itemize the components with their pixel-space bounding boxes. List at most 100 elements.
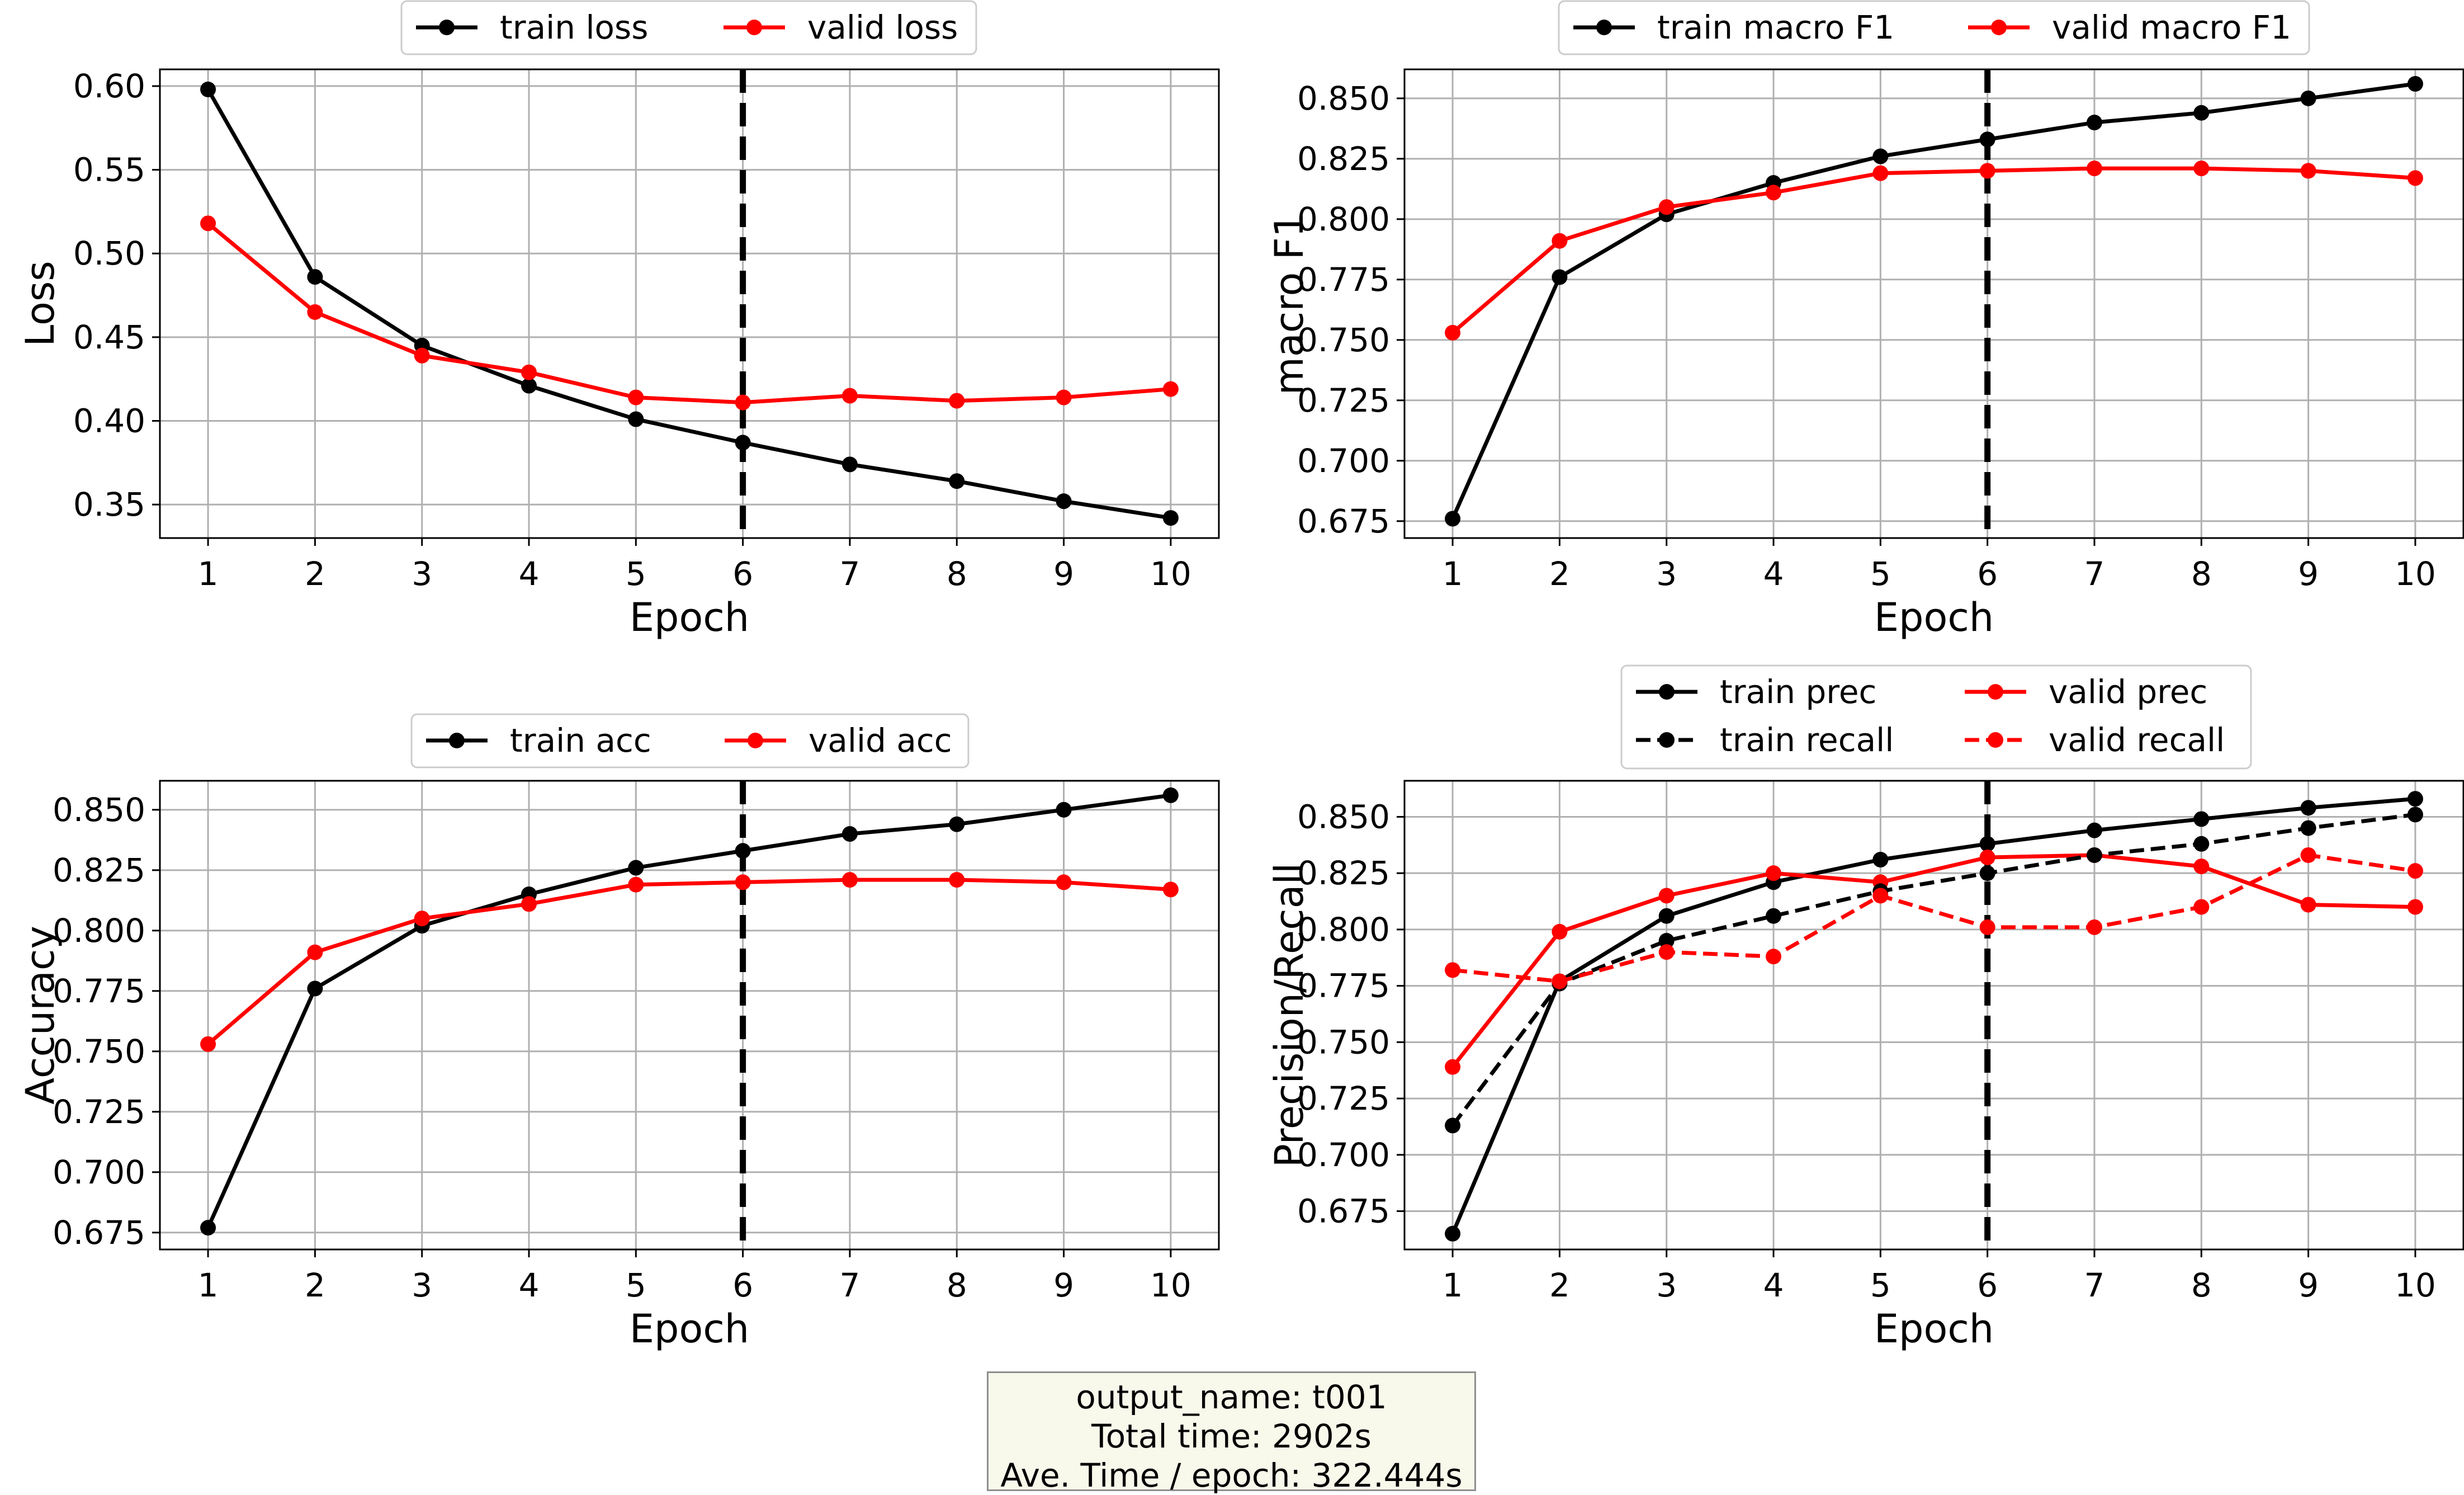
y-tick-label: 0.850 (1297, 79, 1390, 117)
data-point (1766, 185, 1782, 201)
data-point (735, 874, 751, 890)
x-axis-label: Epoch (1874, 1306, 1994, 1352)
y-tick-label: 0.700 (53, 1153, 145, 1191)
x-tick-label: 4 (519, 1266, 540, 1304)
data-point (1056, 389, 1072, 405)
data-point (1445, 511, 1461, 527)
data-point (1979, 919, 1995, 935)
y-tick-label: 0.850 (53, 791, 145, 829)
data-point (2193, 105, 2210, 121)
y-tick-label: 0.60 (73, 67, 145, 105)
data-point (1872, 165, 1889, 181)
data-point (521, 364, 537, 380)
data-point (1979, 836, 1995, 852)
data-point (2407, 807, 2423, 823)
info-output-name: output_name: t001 (1076, 1378, 1387, 1416)
x-tick-label: 6 (732, 555, 753, 593)
data-point (735, 435, 751, 451)
data-point (1162, 510, 1179, 526)
x-tick-label: 7 (840, 555, 860, 593)
data-point (414, 911, 430, 927)
data-point (1445, 962, 1461, 978)
data-point (521, 896, 537, 912)
x-tick-label: 5 (626, 1266, 646, 1304)
legend-swatch-marker (1596, 20, 1612, 35)
x-tick-label: 4 (1763, 555, 1784, 593)
data-point (1766, 908, 1782, 924)
legend-label: train recall (1720, 721, 1894, 759)
y-axis-label: macro F1 (1266, 213, 1312, 395)
y-tick-label: 0.55 (73, 151, 145, 189)
y-tick-label: 0.725 (53, 1093, 145, 1131)
data-point (414, 347, 430, 364)
data-point (2300, 800, 2316, 816)
legend-swatch-marker (1988, 684, 2003, 700)
series-line-4 (1452, 853, 2416, 984)
x-tick-label: 8 (2191, 555, 2212, 593)
x-axis-label: Epoch (630, 595, 749, 640)
series-line-1 (1450, 82, 2416, 520)
data-point (200, 81, 216, 97)
data-point (2300, 90, 2316, 106)
data-point (841, 872, 858, 888)
plot-frame (1403, 68, 2464, 539)
legend-swatch-marker (1991, 20, 2007, 35)
data-point (1552, 233, 1568, 249)
y-axis-label: Accuracy (17, 926, 63, 1105)
data-point (628, 389, 644, 405)
data-point (949, 393, 965, 409)
x-tick-label: 2 (1549, 555, 1570, 593)
y-tick-label: 0.675 (1297, 502, 1390, 540)
y-tick-label: 0.825 (1297, 140, 1390, 178)
series-line-2 (1451, 166, 2416, 334)
y-tick-label: 0.675 (1297, 1192, 1390, 1230)
legend-label: valid prec (2049, 673, 2207, 711)
x-axis-label: Epoch (630, 1306, 749, 1352)
data-point (2193, 859, 2210, 875)
y-tick-label: 0.825 (1297, 854, 1390, 892)
data-point (307, 944, 323, 960)
series-line-1 (206, 88, 1171, 520)
x-tick-label: 9 (1053, 1266, 1074, 1304)
x-tick-label: 2 (305, 555, 325, 593)
legend-box (1620, 664, 2252, 770)
legend-label: train loss (500, 8, 648, 46)
info-total-time: Total time: 2902s (1091, 1417, 1371, 1455)
x-tick-label: 1 (198, 1266, 219, 1304)
data-point (2407, 76, 2423, 92)
x-tick-label: 5 (626, 555, 646, 593)
data-point (2193, 161, 2210, 177)
data-point (1658, 908, 1675, 924)
y-tick-label: 0.35 (73, 485, 145, 524)
data-point (1658, 933, 1675, 949)
x-tick-label: 6 (732, 1266, 753, 1304)
chart-panel-3: 1 2 3 4 5 6 7 8 9 10 0.675 0.700 0.725 0.750 0.775 0.80… (17, 713, 1220, 1352)
legend-label: valid acc (808, 721, 952, 760)
data-point (2193, 836, 2210, 852)
data-point (1162, 381, 1179, 397)
data-point (1658, 888, 1675, 904)
y-tick-label: 0.675 (53, 1214, 145, 1252)
legend-swatch-marker (449, 733, 465, 748)
series-line-2 (206, 878, 1171, 1046)
data-point (949, 816, 965, 832)
legend-swatch-marker (439, 20, 455, 35)
legend: train macro F1 valid macro F1 (1558, 0, 2310, 55)
x-tick-label: 1 (1443, 555, 1463, 593)
x-tick-label: 8 (947, 1266, 967, 1304)
data-point (1445, 1225, 1461, 1242)
chart-panel-4: 1 2 3 4 5 6 7 8 9 10 0.675 0.700 0.725 0.750 0.775 0.80… (1266, 664, 2464, 1352)
data-point (2086, 919, 2102, 935)
plot-frame (1403, 780, 2464, 1251)
data-point (841, 826, 858, 842)
legend-box (1558, 0, 2310, 55)
data-point (1445, 1117, 1461, 1134)
plot-frame (159, 68, 1220, 539)
series-line-1 (1450, 796, 2416, 1235)
x-tick-label: 5 (1870, 1266, 1891, 1304)
data-point (2086, 822, 2102, 838)
legend-swatch-marker (1988, 732, 2003, 748)
legend-swatch-marker (1659, 684, 1675, 700)
x-tick-label: 10 (2395, 1266, 2436, 1304)
